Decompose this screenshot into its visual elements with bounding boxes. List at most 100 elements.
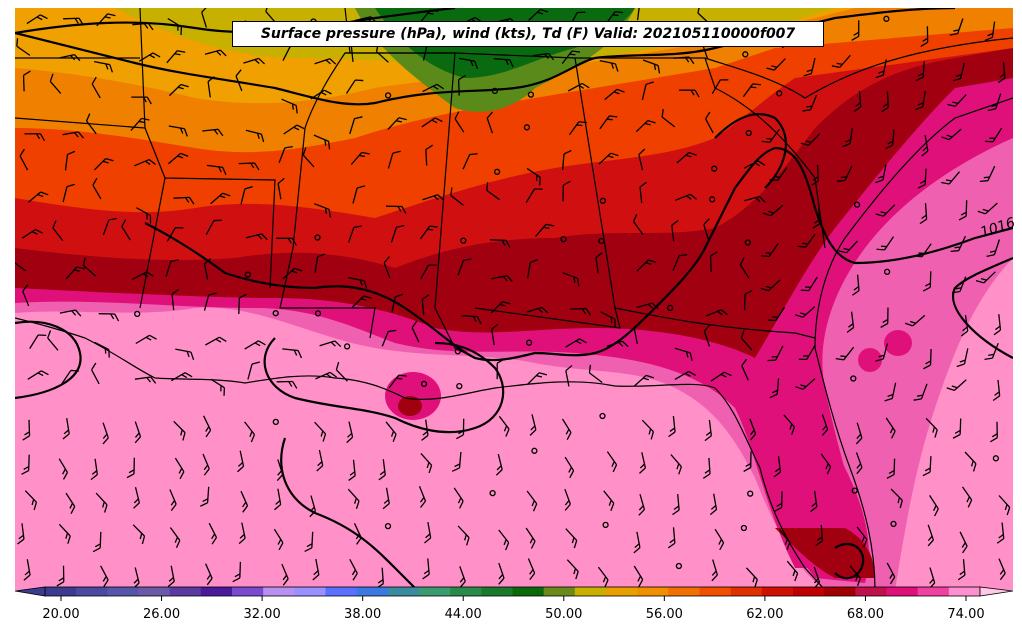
wind-barb	[20, 284, 36, 307]
wind-barb	[743, 450, 752, 473]
wind-barb	[343, 343, 351, 350]
wind-barb	[807, 490, 819, 513]
wind-barbs	[15, 8, 1013, 590]
wind-barb	[814, 453, 834, 475]
wind-barb	[768, 162, 788, 185]
wind-barb	[678, 89, 700, 98]
wind-barb	[874, 341, 889, 364]
wind-barb	[949, 232, 967, 255]
wind-barb	[59, 308, 82, 321]
wind-barb	[496, 358, 505, 380]
wind-barb	[922, 270, 932, 292]
wind-barb	[314, 310, 322, 317]
wind-barb	[560, 235, 567, 243]
wind-barb	[341, 420, 355, 444]
wind-barb	[959, 451, 980, 473]
wind-barb	[342, 488, 363, 510]
wind-barb	[638, 181, 650, 204]
wind-barb	[164, 526, 183, 549]
wind-barb	[388, 371, 408, 393]
wind-barb	[952, 417, 962, 440]
wind-barb	[875, 232, 895, 254]
wind-barb	[742, 79, 762, 102]
wind-barb	[904, 309, 926, 330]
wind-barb	[672, 347, 695, 362]
wind-barb	[849, 274, 860, 296]
wind-barb	[995, 61, 1006, 84]
wind-barb	[597, 490, 617, 512]
wind-barb	[27, 188, 49, 209]
wind-barb	[794, 372, 816, 393]
wind-barb	[606, 339, 629, 354]
wind-barb	[886, 457, 896, 480]
wind-barb	[308, 558, 321, 581]
colorbar-cell	[450, 587, 482, 596]
colorbar-cell	[761, 587, 794, 596]
wind-barb	[420, 557, 431, 580]
colorbar-cell	[169, 587, 202, 596]
wind-barb	[272, 310, 279, 317]
wind-barb	[991, 557, 1008, 581]
wind-barb	[765, 53, 787, 74]
wind-barb	[874, 162, 887, 185]
wind-barb	[311, 449, 325, 472]
wind-barb	[565, 336, 588, 354]
wind-barb	[381, 327, 397, 350]
wind-barb	[527, 257, 539, 281]
wind-barb	[491, 562, 506, 585]
wind-barb	[917, 202, 928, 225]
wind-barb	[922, 455, 932, 477]
colorbar-cell	[107, 587, 139, 596]
wind-barb	[166, 47, 186, 69]
wind-barb	[703, 111, 720, 134]
colorbar-tick-label: 74.00	[947, 607, 985, 622]
wind-barb	[132, 207, 155, 225]
wind-barb	[310, 134, 333, 151]
wind-barb	[234, 521, 247, 545]
wind-barb	[59, 492, 78, 515]
wind-barb	[421, 81, 445, 99]
colorbar-tick-label: 44.00	[444, 607, 482, 622]
wind-barb	[206, 75, 218, 99]
wind-barb	[658, 108, 680, 128]
wind-barb	[569, 307, 592, 317]
wind-barb	[238, 421, 258, 443]
wind-barb	[519, 527, 538, 550]
wind-barb	[567, 80, 590, 98]
colorbar-tick-label: 50.00	[545, 607, 583, 622]
wind-barb	[774, 490, 783, 513]
wind-barb	[743, 194, 766, 209]
wind-barb	[666, 304, 674, 312]
wind-barb	[781, 560, 801, 582]
wind-barb	[956, 486, 975, 508]
wind-barb	[418, 418, 430, 442]
wind-barb	[127, 524, 148, 545]
map-panel: Surface pressure (hPa), wind (kts), Td (…	[15, 8, 1017, 590]
wind-barb	[391, 292, 404, 315]
wind-barb	[742, 418, 758, 441]
colorbar-cell	[387, 587, 420, 596]
wind-barb	[708, 528, 727, 551]
wind-barb	[977, 197, 998, 218]
wind-barb	[489, 239, 511, 249]
wind-barb	[849, 451, 864, 475]
wind-barb	[598, 149, 620, 170]
wind-barb	[166, 223, 185, 246]
colorbar-cell	[730, 587, 763, 596]
wind-barb	[23, 133, 46, 142]
wind-barb	[985, 236, 1001, 260]
wind-barb	[162, 488, 179, 512]
colorbar-cell	[512, 587, 545, 596]
wind-barb	[387, 114, 408, 135]
wind-barb	[167, 150, 189, 170]
wind-barb	[523, 124, 531, 131]
wind-barb	[993, 494, 1013, 516]
wind-barb	[527, 91, 535, 98]
wind-barb	[209, 189, 231, 210]
wind-barb	[987, 90, 1002, 114]
wind-barb	[168, 420, 189, 442]
wind-barb	[672, 56, 695, 66]
florida-dark-red	[775, 528, 875, 578]
wind-barb	[460, 237, 467, 244]
wind-barb	[665, 415, 677, 438]
